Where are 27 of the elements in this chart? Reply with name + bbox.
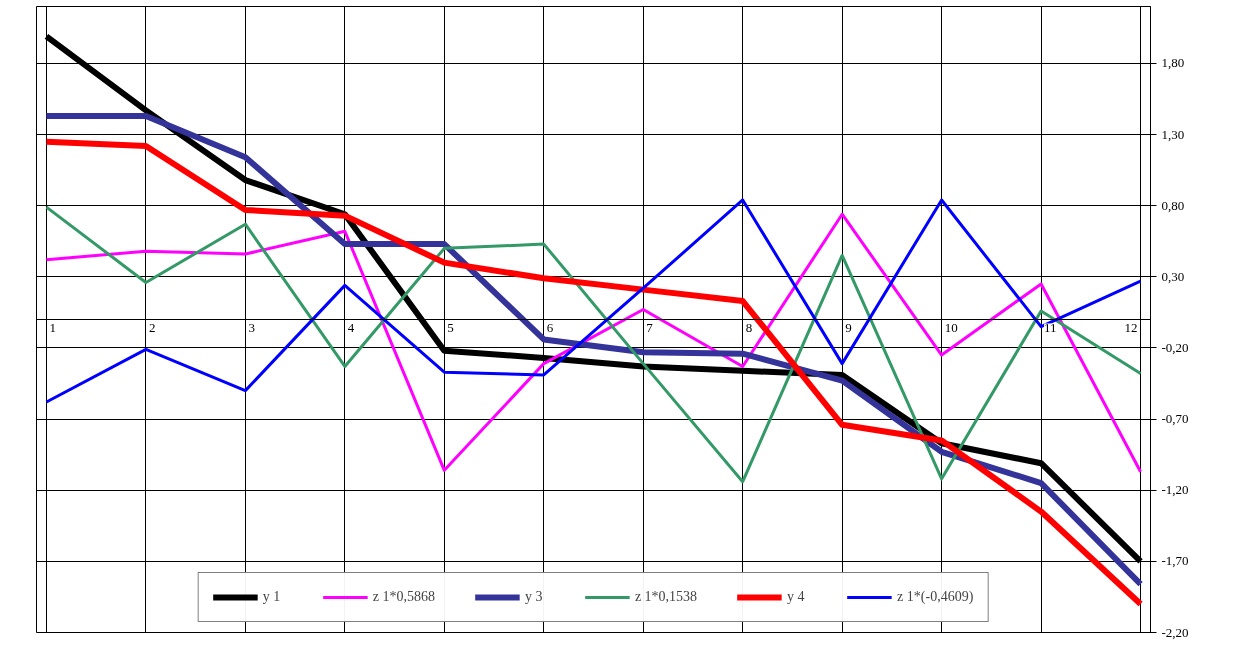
y-tick-label: -0,20 [1161, 339, 1189, 355]
line-series [44, 198, 1143, 404]
y-tick-label: -1,20 [1161, 482, 1189, 498]
y-tick-label: 1,80 [1161, 55, 1185, 71]
y-tick-label: 0,30 [1161, 268, 1185, 284]
x-tick-label: 10 [944, 319, 958, 335]
legend-label: y 4 [787, 589, 806, 605]
y-tick-label: 1,30 [1161, 126, 1185, 142]
x-tick-label: 5 [447, 319, 454, 335]
x-tick-label: 6 [546, 319, 554, 335]
x-tick-label: 4 [347, 319, 355, 335]
x-tick-label: 9 [845, 319, 852, 335]
y-tick-label: -0,70 [1161, 411, 1189, 427]
legend-label: z 1*0,5868 [372, 589, 435, 605]
legend-label: z 1*0,1538 [634, 589, 698, 605]
x-tick-label: 1 [49, 319, 56, 335]
x-tick-label: 2 [148, 319, 156, 335]
y-tick-label: -1,70 [1161, 553, 1189, 569]
x-tick-label: 7 [646, 319, 654, 335]
legend-label: y 3 [524, 589, 544, 605]
x-tick-label: 8 [745, 319, 753, 335]
legend-label: y 1 [262, 589, 282, 605]
y-tick-label: -2,20 [1161, 624, 1189, 640]
x-tick-label: 12 [1124, 319, 1138, 335]
y-tick-label: 0,80 [1161, 197, 1185, 213]
x-tick-label: 3 [248, 319, 255, 335]
legend-label: z 1*(-0,4609) [897, 589, 974, 605]
